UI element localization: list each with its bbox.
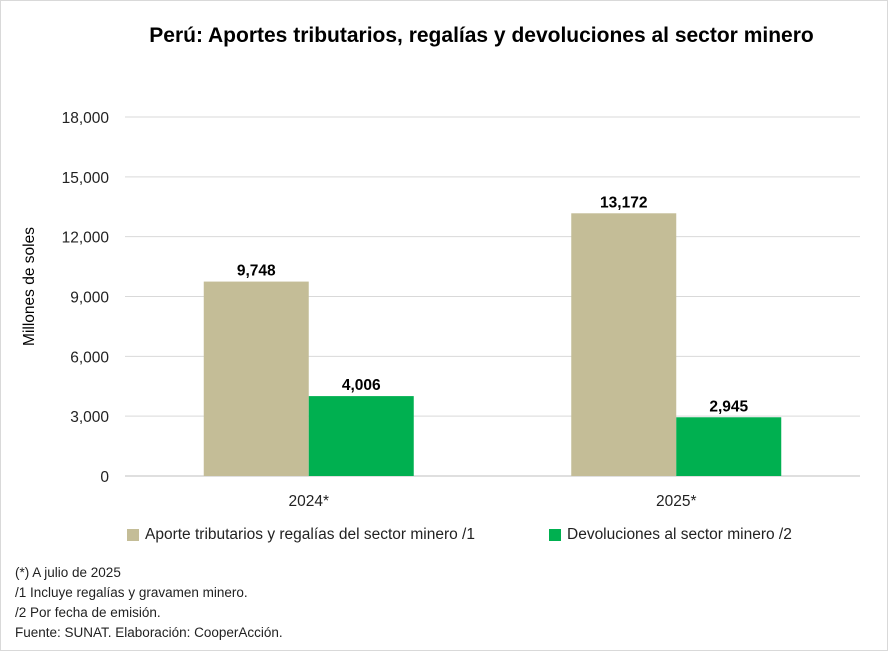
footnote-source: Fuente: SUNAT. Elaboración: CooperAcción… — [15, 625, 283, 640]
y-tick-label-15000: 15,000 — [62, 170, 110, 187]
x-tick-label-1: 2025* — [656, 493, 697, 510]
data-label-devoluciones-0: 4,006 — [342, 377, 381, 394]
bar-aportes-1 — [571, 213, 677, 476]
y-tick-label-6000: 6,000 — [70, 349, 109, 366]
legend-item-devoluciones: Devoluciones al sector minero /2 — [549, 526, 792, 544]
y-tick-label-18000: 18,000 — [62, 110, 110, 127]
x-tick-label-0: 2024* — [288, 493, 329, 510]
legend-swatch-aportes — [127, 529, 139, 541]
bar-devoluciones-1 — [676, 417, 782, 476]
legend-label-aportes: Aporte tributarios y regalías del sector… — [145, 526, 475, 543]
data-label-aportes-0: 9,748 — [237, 263, 276, 280]
legend-label-devoluciones: Devoluciones al sector minero /2 — [567, 526, 792, 543]
footnote-asterisk: (*) A julio de 2025 — [15, 565, 121, 580]
footnotes: (*) A julio de 2025 /1 Incluye regalías … — [15, 563, 283, 643]
y-tick-label-0: 0 — [100, 469, 109, 486]
y-axis-label: Millones de soles — [21, 227, 38, 346]
bar-aportes-0 — [203, 281, 309, 476]
y-tick-label-3000: 3,000 — [70, 409, 109, 426]
bar-chart: 0 3,000 6,000 9,000 12,000 15,000 18,000 Millon… — [21, 110, 860, 510]
chart-title: Perú: Aportes tributarios, regalías y de… — [149, 24, 814, 47]
data-label-devoluciones-1: 2,945 — [709, 398, 748, 415]
footnote-1: /1 Incluye regalías y gravamen minero. — [15, 585, 248, 600]
footnote-2: /2 Por fecha de emisión. — [15, 605, 161, 620]
legend-item-aportes: Aporte tributarios y regalías del sector… — [127, 526, 475, 544]
bar-devoluciones-0 — [308, 396, 414, 476]
data-label-aportes-1: 13,172 — [600, 194, 647, 211]
y-tick-label-9000: 9,000 — [70, 290, 109, 307]
legend-swatch-devoluciones — [549, 529, 561, 541]
y-tick-label-12000: 12,000 — [62, 230, 110, 247]
